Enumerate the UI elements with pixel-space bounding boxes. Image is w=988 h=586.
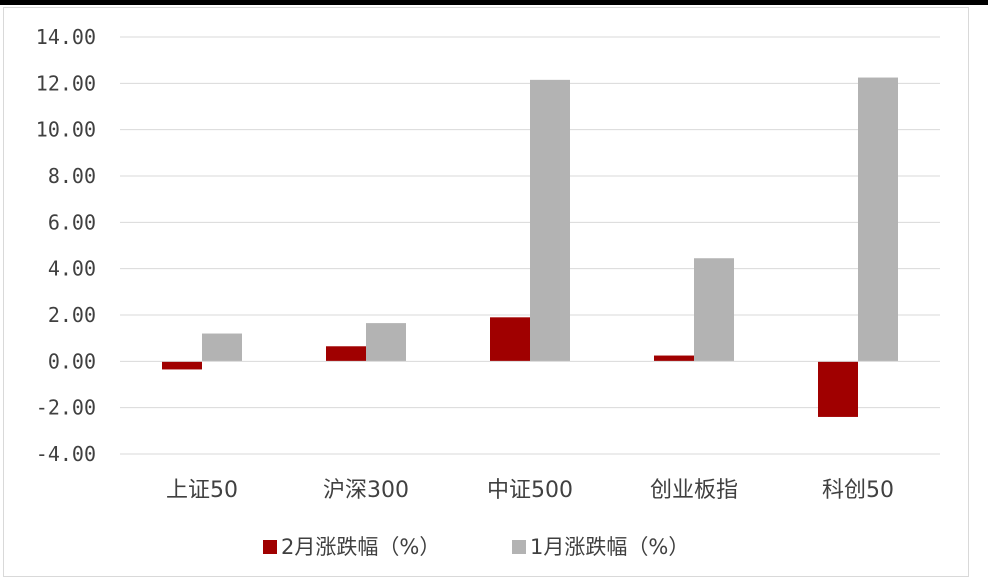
bar-jan-2 bbox=[530, 79, 570, 362]
x-category-label: 上证50 bbox=[166, 478, 238, 503]
bar-jan-4 bbox=[858, 77, 898, 362]
y-tick-label: 6.00 bbox=[48, 210, 96, 234]
legend-swatch bbox=[263, 540, 277, 554]
bar-feb-4 bbox=[818, 361, 858, 417]
y-tick-label: 2.00 bbox=[48, 303, 96, 327]
top-border-rule bbox=[0, 0, 988, 5]
y-tick-label: 12.00 bbox=[36, 71, 96, 95]
bar-jan-1 bbox=[366, 323, 406, 362]
y-tick-label: -2.00 bbox=[36, 396, 96, 420]
category-labels: 上证50 沪深300 中证500 创业板指 科创50 bbox=[166, 478, 894, 503]
y-tick-label: 0.00 bbox=[48, 349, 96, 373]
legend: 2月涨跌幅（%） 1月涨跌幅（%） bbox=[263, 535, 689, 559]
y-axis-tick-labels: -4.00 -2.00 0.00 2.00 4.00 6.00 8.00 10.00 12.00… bbox=[36, 25, 96, 466]
bar-feb-0 bbox=[162, 361, 202, 370]
x-category-label: 中证500 bbox=[487, 478, 573, 503]
x-category-label: 创业板指 bbox=[650, 478, 738, 503]
legend-label: 2月涨跌幅（%） bbox=[281, 535, 440, 559]
bar-feb-1 bbox=[326, 346, 366, 362]
legend-label: 1月涨跌幅（%） bbox=[530, 535, 689, 559]
chart-frame bbox=[3, 7, 969, 577]
legend-swatch bbox=[512, 540, 526, 554]
bar-feb-2 bbox=[490, 317, 530, 362]
x-category-label: 沪深300 bbox=[323, 478, 409, 503]
y-tick-label: 8.00 bbox=[48, 164, 96, 188]
bar-feb-3 bbox=[654, 355, 694, 362]
y-tick-label: 10.00 bbox=[36, 118, 96, 142]
y-tick-label: 4.00 bbox=[48, 257, 96, 281]
y-tick-label: 14.00 bbox=[36, 25, 96, 49]
x-category-label: 科创50 bbox=[822, 478, 894, 503]
bar-jan-0 bbox=[202, 333, 242, 362]
y-tick-label: -4.00 bbox=[36, 442, 96, 466]
bar-jan-3 bbox=[694, 258, 734, 362]
bars bbox=[162, 77, 898, 417]
